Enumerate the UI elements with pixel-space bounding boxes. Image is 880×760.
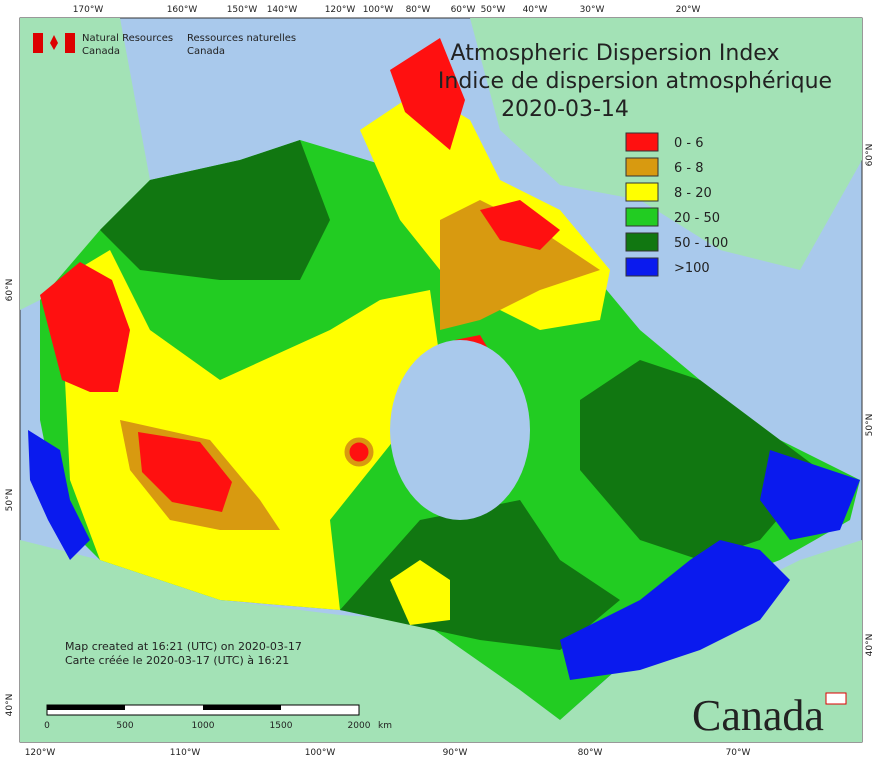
- zone-over-100: [560, 540, 790, 680]
- longitude-label: 160°W: [167, 5, 198, 15]
- footer-note: Carte créée le 2020-03-17 (UTC) à 16:21: [65, 654, 289, 667]
- longitude-label: 70°W: [726, 748, 751, 758]
- wordmark: Canada: [692, 691, 824, 740]
- longitude-label: 30°W: [580, 5, 605, 15]
- legend-label: 0 - 6: [674, 136, 704, 151]
- zone-over-100: [28, 430, 90, 560]
- zone-8-20: [390, 560, 450, 625]
- longitude-label: 170°W: [73, 5, 104, 15]
- legend-swatch: [625, 232, 659, 252]
- latitude-label: 50°N: [5, 489, 15, 512]
- legend-swatch: [625, 132, 659, 152]
- longitude-label: 80°W: [578, 748, 603, 758]
- longitude-label: 20°W: [676, 5, 701, 15]
- latitude-label: 40°N: [865, 634, 875, 657]
- legend-swatch: [625, 257, 659, 277]
- legend-label: 20 - 50: [674, 211, 720, 226]
- zone-over-100: [760, 450, 860, 540]
- alaska: [20, 18, 150, 310]
- zone-8-20: [60, 250, 440, 610]
- legend-label: 50 - 100: [674, 236, 728, 251]
- map-title: Indice de dispersion atmosphérique: [438, 69, 832, 94]
- longitude-label: 50°W: [481, 5, 506, 15]
- flag-bar: [33, 33, 43, 53]
- scale-label: 0: [44, 721, 50, 731]
- zone-0-6: [390, 38, 465, 150]
- longitude-label: 60°W: [451, 5, 476, 15]
- longitude-label: 90°W: [443, 748, 468, 758]
- map-title: Atmospheric Dispersion Index: [451, 41, 780, 66]
- agency-fr: Canada: [187, 46, 225, 57]
- longitude-label: 150°W: [227, 5, 258, 15]
- legend-label: 8 - 20: [674, 186, 712, 201]
- longitude-label: 100°W: [305, 748, 336, 758]
- hudson-bay: [390, 340, 530, 520]
- scale-seg: [203, 705, 281, 710]
- footer-note: Map created at 16:21 (UTC) on 2020-03-17: [65, 640, 302, 653]
- zone-6-8: [440, 200, 600, 330]
- latitude-label: 60°N: [5, 279, 15, 302]
- zone-50-100: [580, 360, 820, 560]
- zone-50-100: [100, 140, 330, 280]
- longitude-label: 40°W: [523, 5, 548, 15]
- greenland: [470, 18, 862, 270]
- scale-label: 500: [116, 721, 133, 731]
- longitude-label: 120°W: [25, 748, 56, 758]
- flag-leaf: [50, 35, 58, 50]
- wordmark-flag: [825, 692, 847, 705]
- scale-seg: [47, 705, 125, 710]
- scale-label: 1500: [270, 721, 293, 731]
- agency-fr: Ressources naturelles: [187, 33, 296, 44]
- agency-en: Natural Resources: [82, 33, 173, 44]
- legend-swatch: [625, 182, 659, 202]
- latitude-label: 40°N: [5, 694, 15, 717]
- map-title: 2020-03-14: [501, 97, 629, 122]
- zone-0-6: [138, 432, 232, 512]
- legend-swatch: [625, 157, 659, 177]
- legend-label: >100: [674, 261, 710, 276]
- latitude-label: 50°N: [865, 414, 875, 437]
- agency-en: Canada: [82, 46, 120, 57]
- usa: [20, 540, 862, 742]
- legend-swatch: [625, 207, 659, 227]
- scale-label: 2000: [348, 721, 371, 731]
- flag-bar: [65, 33, 75, 53]
- longitude-label: 100°W: [363, 5, 394, 15]
- legend-label: 6 - 8: [674, 161, 704, 176]
- zone-0-6: [40, 262, 130, 392]
- longitude-label: 80°W: [406, 5, 431, 15]
- latitude-label: 60°N: [865, 144, 875, 167]
- hotspot: [344, 437, 374, 467]
- longitude-label: 140°W: [267, 5, 298, 15]
- scale-label: 1000: [192, 721, 215, 731]
- longitude-label: 110°W: [170, 748, 201, 758]
- zone-0-6: [480, 200, 560, 250]
- longitude-label: 120°W: [325, 5, 356, 15]
- scale-unit: km: [378, 721, 392, 731]
